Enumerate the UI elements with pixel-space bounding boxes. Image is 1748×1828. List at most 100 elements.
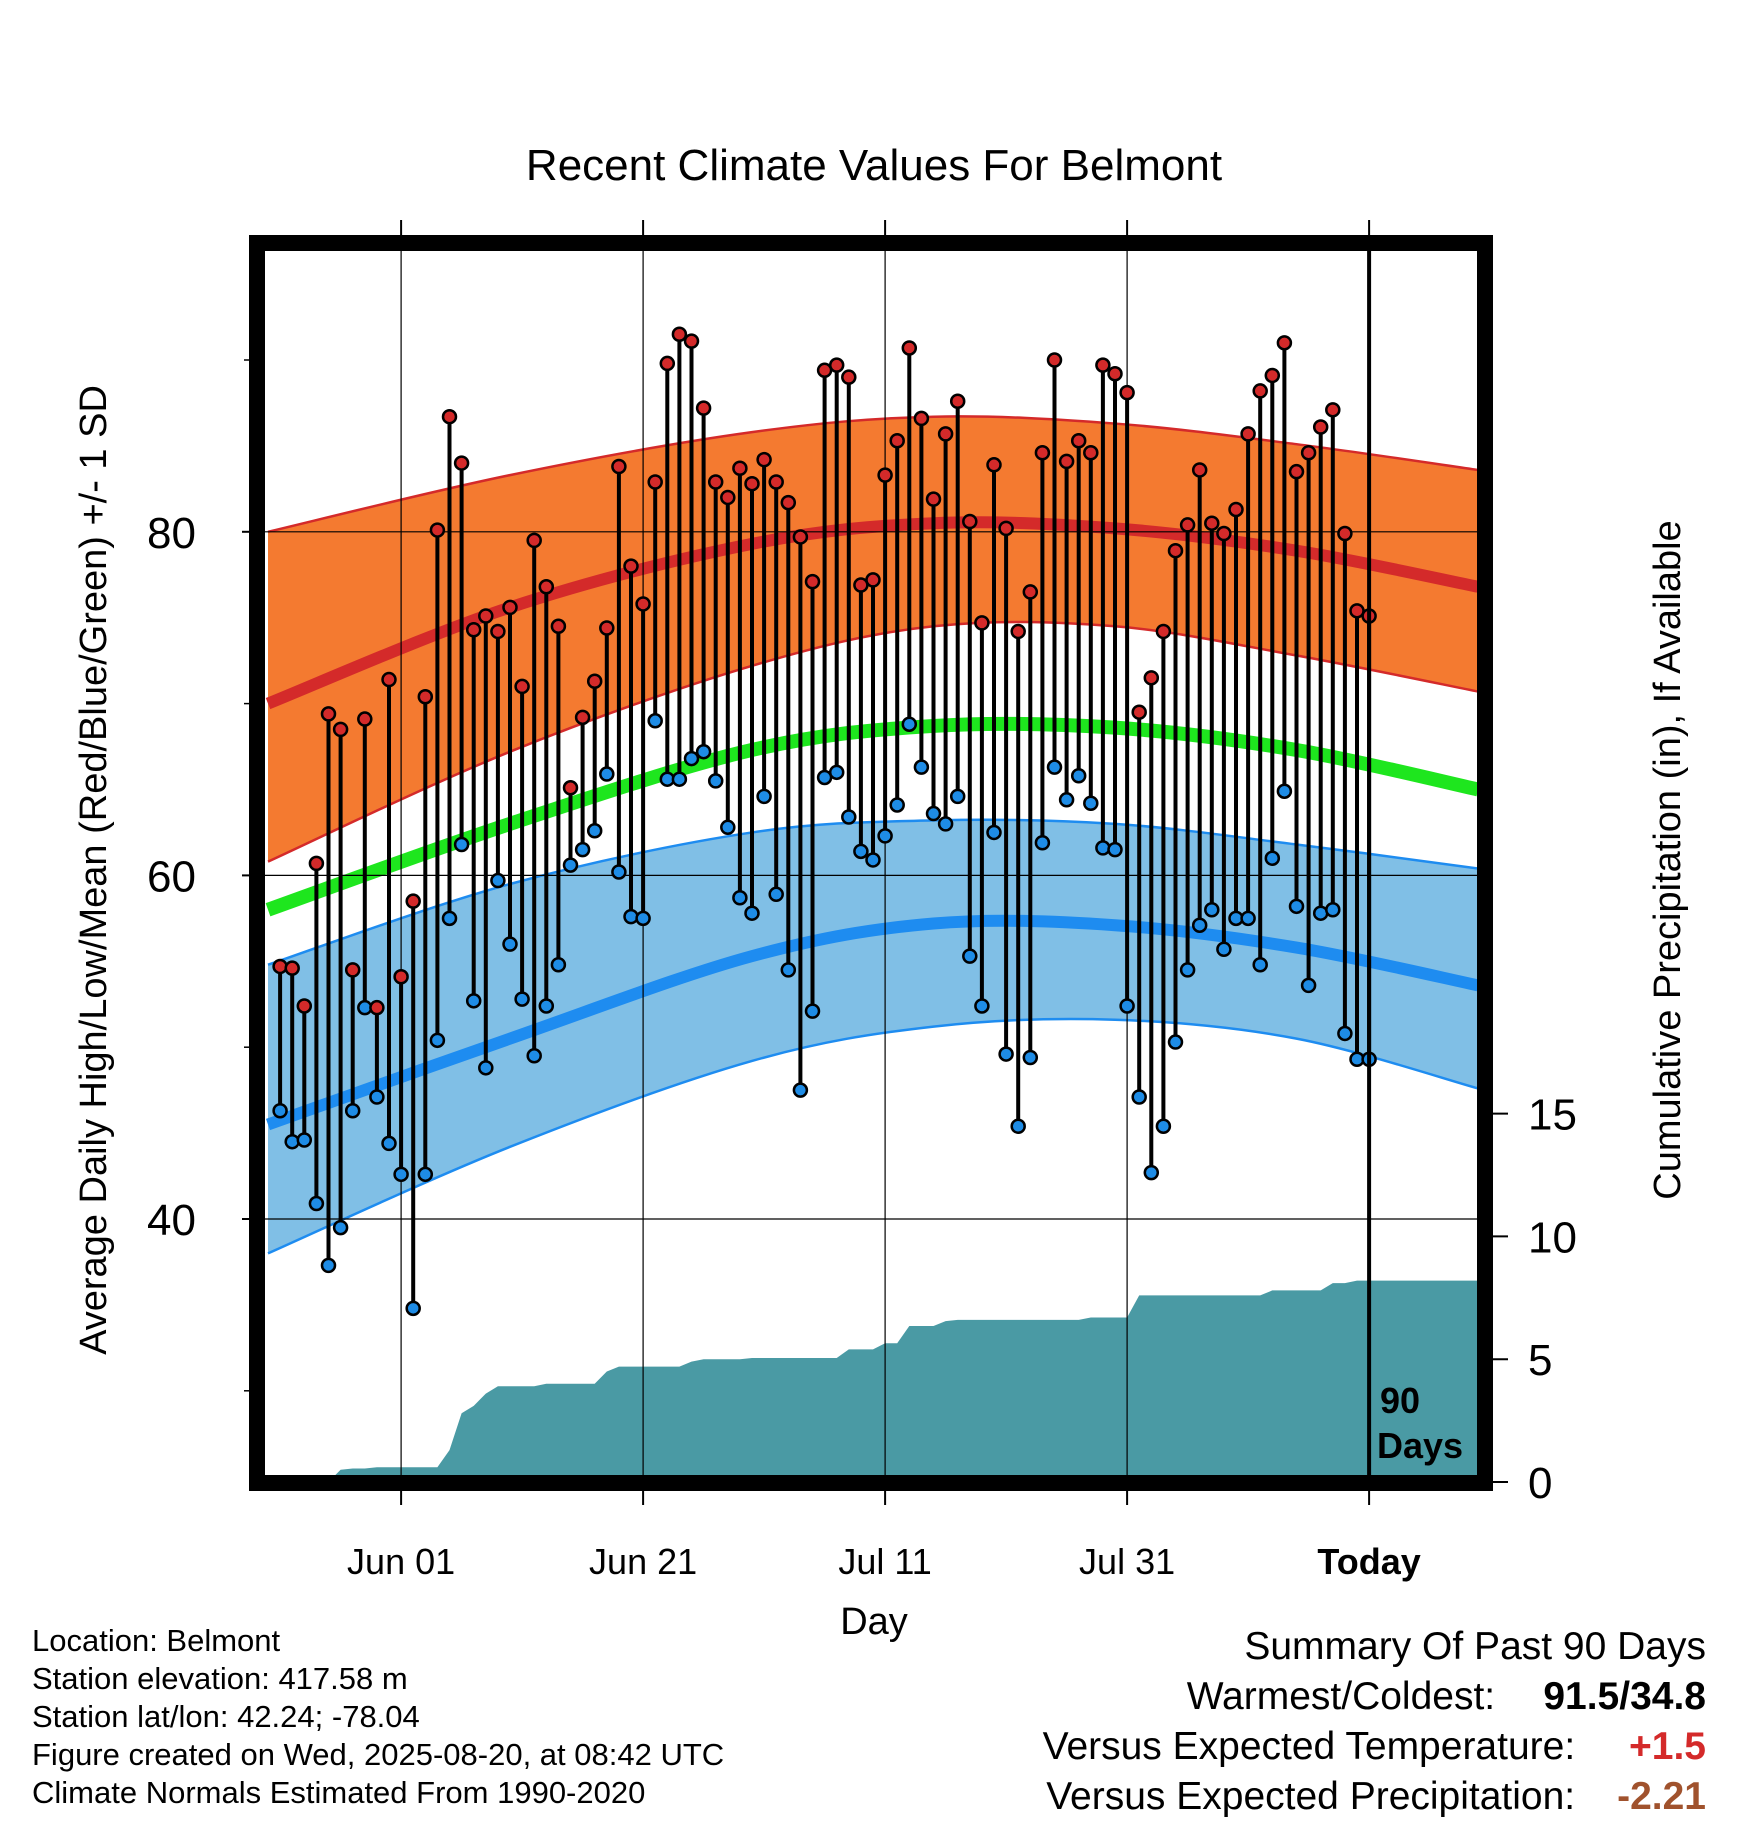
low-temp-marker <box>1034 835 1051 851</box>
x-tick-label: Jun 21 <box>589 1541 697 1582</box>
high-temp-marker <box>514 678 530 695</box>
low-temp-marker <box>974 998 990 1014</box>
daily-markers <box>272 326 1377 1317</box>
high-temp-marker <box>1010 623 1026 640</box>
high-temp-marker <box>974 615 990 631</box>
location-text: Location: Belmont <box>32 1623 281 1658</box>
high-temp-marker <box>526 532 542 549</box>
left-tick-label: 60 <box>147 852 196 901</box>
low-temp-marker <box>1252 956 1268 973</box>
high-temp-marker <box>1107 365 1123 382</box>
high-temp-marker <box>538 579 555 595</box>
low-temp-marker <box>453 836 470 853</box>
high-temp-marker <box>296 998 313 1014</box>
high-temp-marker <box>877 467 893 483</box>
high-temp-marker <box>574 709 591 726</box>
low-temp-marker <box>429 1032 446 1049</box>
precipitation-area <box>334 1280 1478 1476</box>
low-temp-marker <box>1010 1118 1026 1134</box>
low-temp-marker <box>792 1082 809 1098</box>
low-temp-marker <box>586 822 603 839</box>
low-temp-marker <box>1191 917 1208 933</box>
high-temp-marker <box>611 458 627 475</box>
low-temp-marker <box>841 809 857 825</box>
low-temp-marker <box>417 1166 434 1183</box>
high-temp-marker <box>550 618 567 635</box>
high-temp-marker <box>1058 453 1075 470</box>
low-temp-marker <box>925 805 942 822</box>
high-temp-marker <box>1034 445 1051 461</box>
low-temp-marker <box>1131 1089 1147 1105</box>
high-temp-marker <box>308 855 325 872</box>
low-temp-marker <box>1288 898 1305 915</box>
x-tick-label: Jul 31 <box>1079 1541 1175 1582</box>
right-tick-label: 15 <box>1528 1091 1577 1140</box>
high-temp-marker <box>683 333 700 349</box>
low-temp-marker <box>1022 1049 1039 1066</box>
summary-panel: Summary Of Past 90 Days Warmest/Coldest:… <box>1043 1622 1706 1822</box>
low-temp-marker <box>744 905 760 921</box>
high-temp-marker <box>1288 463 1305 480</box>
high-temp-marker <box>744 475 760 492</box>
high-temp-marker <box>417 688 434 705</box>
high-temp-marker <box>1155 623 1172 640</box>
low-temp-marker <box>465 993 482 1009</box>
high-temp-marker <box>1179 517 1196 533</box>
plot-area <box>264 250 1478 1476</box>
high-temp-marker <box>1167 542 1184 559</box>
low-temp-marker <box>502 936 518 952</box>
high-temp-marker <box>828 357 845 373</box>
low-temp-marker <box>913 759 930 775</box>
low-temp-marker <box>889 797 905 813</box>
low-temp-marker <box>683 750 700 767</box>
high-temp-marker <box>1046 352 1063 368</box>
high-temp-marker <box>429 522 446 538</box>
temp-row: Versus Expected Temperature: +1.5 <box>1043 1722 1706 1772</box>
high-temp-marker <box>1191 462 1208 478</box>
high-temp-marker <box>780 494 797 511</box>
high-temp-marker <box>1131 704 1147 720</box>
precip-label: Versus Expected Precipitation: <box>1046 1775 1576 1818</box>
high-temp-marker <box>357 711 373 727</box>
warm-cold-row: Warmest/Coldest: 91.5/34.8 <box>1043 1672 1706 1722</box>
low-temp-marker <box>780 962 797 978</box>
temp-value: +1.5 <box>1629 1725 1706 1768</box>
high-temp-marker <box>478 608 494 624</box>
low-temp-marker <box>490 872 506 889</box>
daily-range-stems <box>278 334 1372 1309</box>
high-temp-marker <box>986 457 1002 473</box>
low-temp-marker <box>1167 1034 1184 1050</box>
precip-row: Versus Expected Precipitation: -2.21 <box>1043 1772 1706 1822</box>
low-temp-marker <box>550 956 567 973</box>
low-temp-marker <box>308 1195 325 1212</box>
high-temp-marker <box>369 999 385 1016</box>
high-temp-marker <box>647 474 663 490</box>
chart-title: Recent Climate Values For Belmont <box>526 141 1222 190</box>
low-temp-marker <box>937 816 954 832</box>
high-temp-marker <box>465 621 482 638</box>
low-temp-marker <box>1046 759 1063 775</box>
low-temp-marker <box>756 788 772 805</box>
low-temp-marker <box>1300 977 1317 994</box>
low-temp-marker <box>1216 941 1232 958</box>
high-temp-marker <box>562 780 579 796</box>
high-temp-marker <box>1216 525 1232 542</box>
high-temp-marker <box>659 355 676 372</box>
low-temp-marker <box>1119 998 1135 1014</box>
latlon-text: Station lat/lon: 42.24; -78.04 <box>32 1699 420 1734</box>
high-temp-marker <box>889 432 905 449</box>
high-temp-marker <box>1119 384 1135 401</box>
x-tick-label: Today <box>1317 1541 1420 1582</box>
high-temp-marker <box>913 410 930 427</box>
low-temp-marker <box>853 843 869 860</box>
right-tick-label: 0 <box>1528 1459 1552 1508</box>
high-temp-marker <box>441 408 458 425</box>
high-temp-marker <box>1070 432 1087 449</box>
low-temp-marker <box>296 1132 313 1148</box>
high-temp-marker <box>1276 335 1293 351</box>
high-temp-marker <box>925 491 942 507</box>
high-temp-marker <box>998 520 1014 537</box>
low-temp-marker <box>599 766 615 782</box>
precip-value: -2.21 <box>1617 1775 1706 1818</box>
